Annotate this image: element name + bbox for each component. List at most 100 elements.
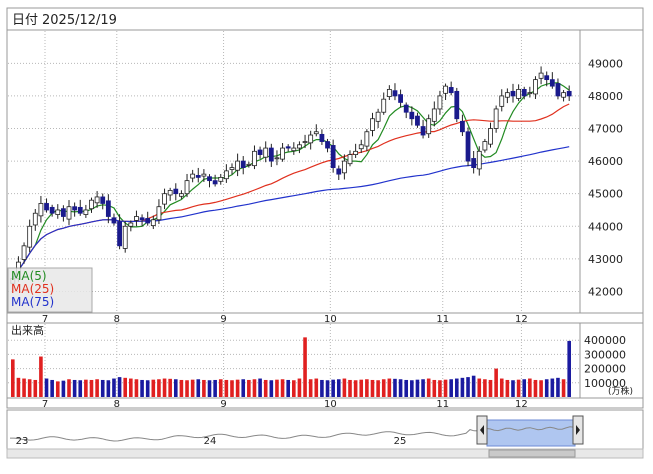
candle-body	[471, 158, 477, 169]
candle-body	[223, 170, 229, 180]
legend-item: MA(25)	[11, 282, 54, 296]
candle-body	[207, 176, 212, 182]
candle-body	[561, 92, 566, 98]
navigator-year-label: 24	[204, 436, 217, 447]
volume-bar	[202, 379, 206, 397]
volume-bar	[365, 379, 369, 397]
x-tick-label: 8	[114, 314, 120, 325]
volume-bar	[230, 380, 234, 397]
volume-bar	[308, 379, 313, 397]
volume-bar	[173, 379, 178, 397]
price-tick-label: 44000	[588, 220, 623, 233]
volume-bar	[292, 380, 296, 397]
candle-body	[27, 225, 33, 248]
candle-body	[375, 111, 381, 122]
volume-bar	[84, 379, 88, 397]
navigator-selection[interactable]	[486, 419, 576, 447]
candle-body	[398, 94, 403, 103]
chevron-left-icon	[480, 425, 484, 435]
candle-body	[167, 190, 173, 196]
candle-body	[72, 206, 78, 211]
volume-bar	[443, 379, 448, 397]
candle-body	[32, 212, 38, 226]
candle-body	[510, 90, 516, 97]
volume-bar	[348, 379, 352, 397]
navigator-year-label: 23	[16, 436, 29, 447]
ma-line-5	[12, 82, 570, 279]
candle-body	[195, 175, 201, 178]
volume-bar	[516, 379, 521, 397]
volume-bar	[72, 379, 77, 397]
candle-body	[190, 173, 196, 179]
volume-bar	[353, 380, 358, 397]
candle-body	[44, 203, 49, 211]
candle-body	[347, 154, 353, 165]
x-tick-label: 10	[324, 314, 337, 325]
navigator-right-handle[interactable]	[572, 415, 584, 445]
volume-bar	[157, 379, 161, 397]
volume-bar	[376, 380, 380, 397]
candle-body	[297, 144, 302, 149]
navigator-scrollbar-thumb[interactable]	[488, 449, 576, 458]
volume-bar	[145, 380, 150, 397]
price-tick-label: 45000	[588, 188, 623, 201]
candle-body	[285, 146, 291, 149]
volume-bar	[196, 379, 201, 397]
volume-bar	[162, 378, 167, 397]
candle-body	[555, 83, 561, 97]
candle-body	[504, 92, 510, 98]
navigator-left-handle[interactable]	[476, 415, 488, 445]
candle-body	[313, 131, 319, 135]
volume-bar	[550, 378, 555, 397]
candle-body	[319, 133, 325, 142]
candle-body	[341, 160, 347, 174]
volume-bar	[471, 375, 476, 397]
volume-unit: (万株)	[608, 385, 633, 397]
volume-bar	[117, 377, 122, 397]
volume-bar	[359, 379, 364, 397]
x-tick-label: 11	[436, 399, 449, 410]
candle-body	[268, 147, 274, 162]
price-panel	[6, 29, 644, 314]
volume-bars	[11, 337, 571, 397]
volume-tick-label: 200000	[584, 363, 626, 376]
volume-bar	[50, 379, 54, 397]
candle-body	[257, 149, 263, 155]
x-tick-label: 12	[515, 314, 528, 325]
navigator-year-labels: 23 24 25	[16, 436, 407, 447]
volume-title: 出来高	[11, 323, 44, 337]
volume-bar	[528, 378, 532, 397]
volume-bar	[410, 380, 414, 397]
volume-bar	[218, 379, 223, 397]
ma-legend: MA(5)MA(25)MA(75)	[11, 269, 54, 309]
candle-body	[66, 206, 72, 220]
candle-body	[308, 134, 314, 144]
volume-bar	[561, 379, 566, 397]
volume-bar	[567, 340, 571, 397]
volume-tick-label: 300000	[584, 348, 626, 361]
volume-bar	[426, 378, 431, 397]
candle-body	[431, 108, 437, 122]
price-y-ticks: 42000 43000 44000 45000 46000 47000 48000 49000	[588, 57, 623, 298]
volume-bar	[55, 381, 60, 397]
candle-body	[229, 167, 235, 170]
navigator-year-label: 25	[394, 436, 407, 447]
volume-bar	[483, 379, 487, 397]
volume-bar	[454, 378, 459, 397]
candle-body	[533, 79, 538, 95]
volume-bar	[494, 368, 498, 397]
candle-body	[403, 104, 409, 113]
candle-body	[521, 89, 527, 97]
candle-body	[386, 89, 392, 97]
x-tick-label: 7	[42, 314, 48, 325]
volume-x-labels: 7 8 9 10 11 12	[42, 399, 528, 410]
volume-bar	[522, 379, 527, 397]
navigator-scrollbar-track[interactable]	[6, 448, 644, 459]
candle-body	[549, 79, 555, 87]
volume-bar	[100, 379, 105, 397]
candle-body	[49, 206, 55, 214]
volume-bar	[505, 379, 510, 397]
volume-bar	[235, 379, 240, 397]
candle-body	[111, 217, 117, 224]
